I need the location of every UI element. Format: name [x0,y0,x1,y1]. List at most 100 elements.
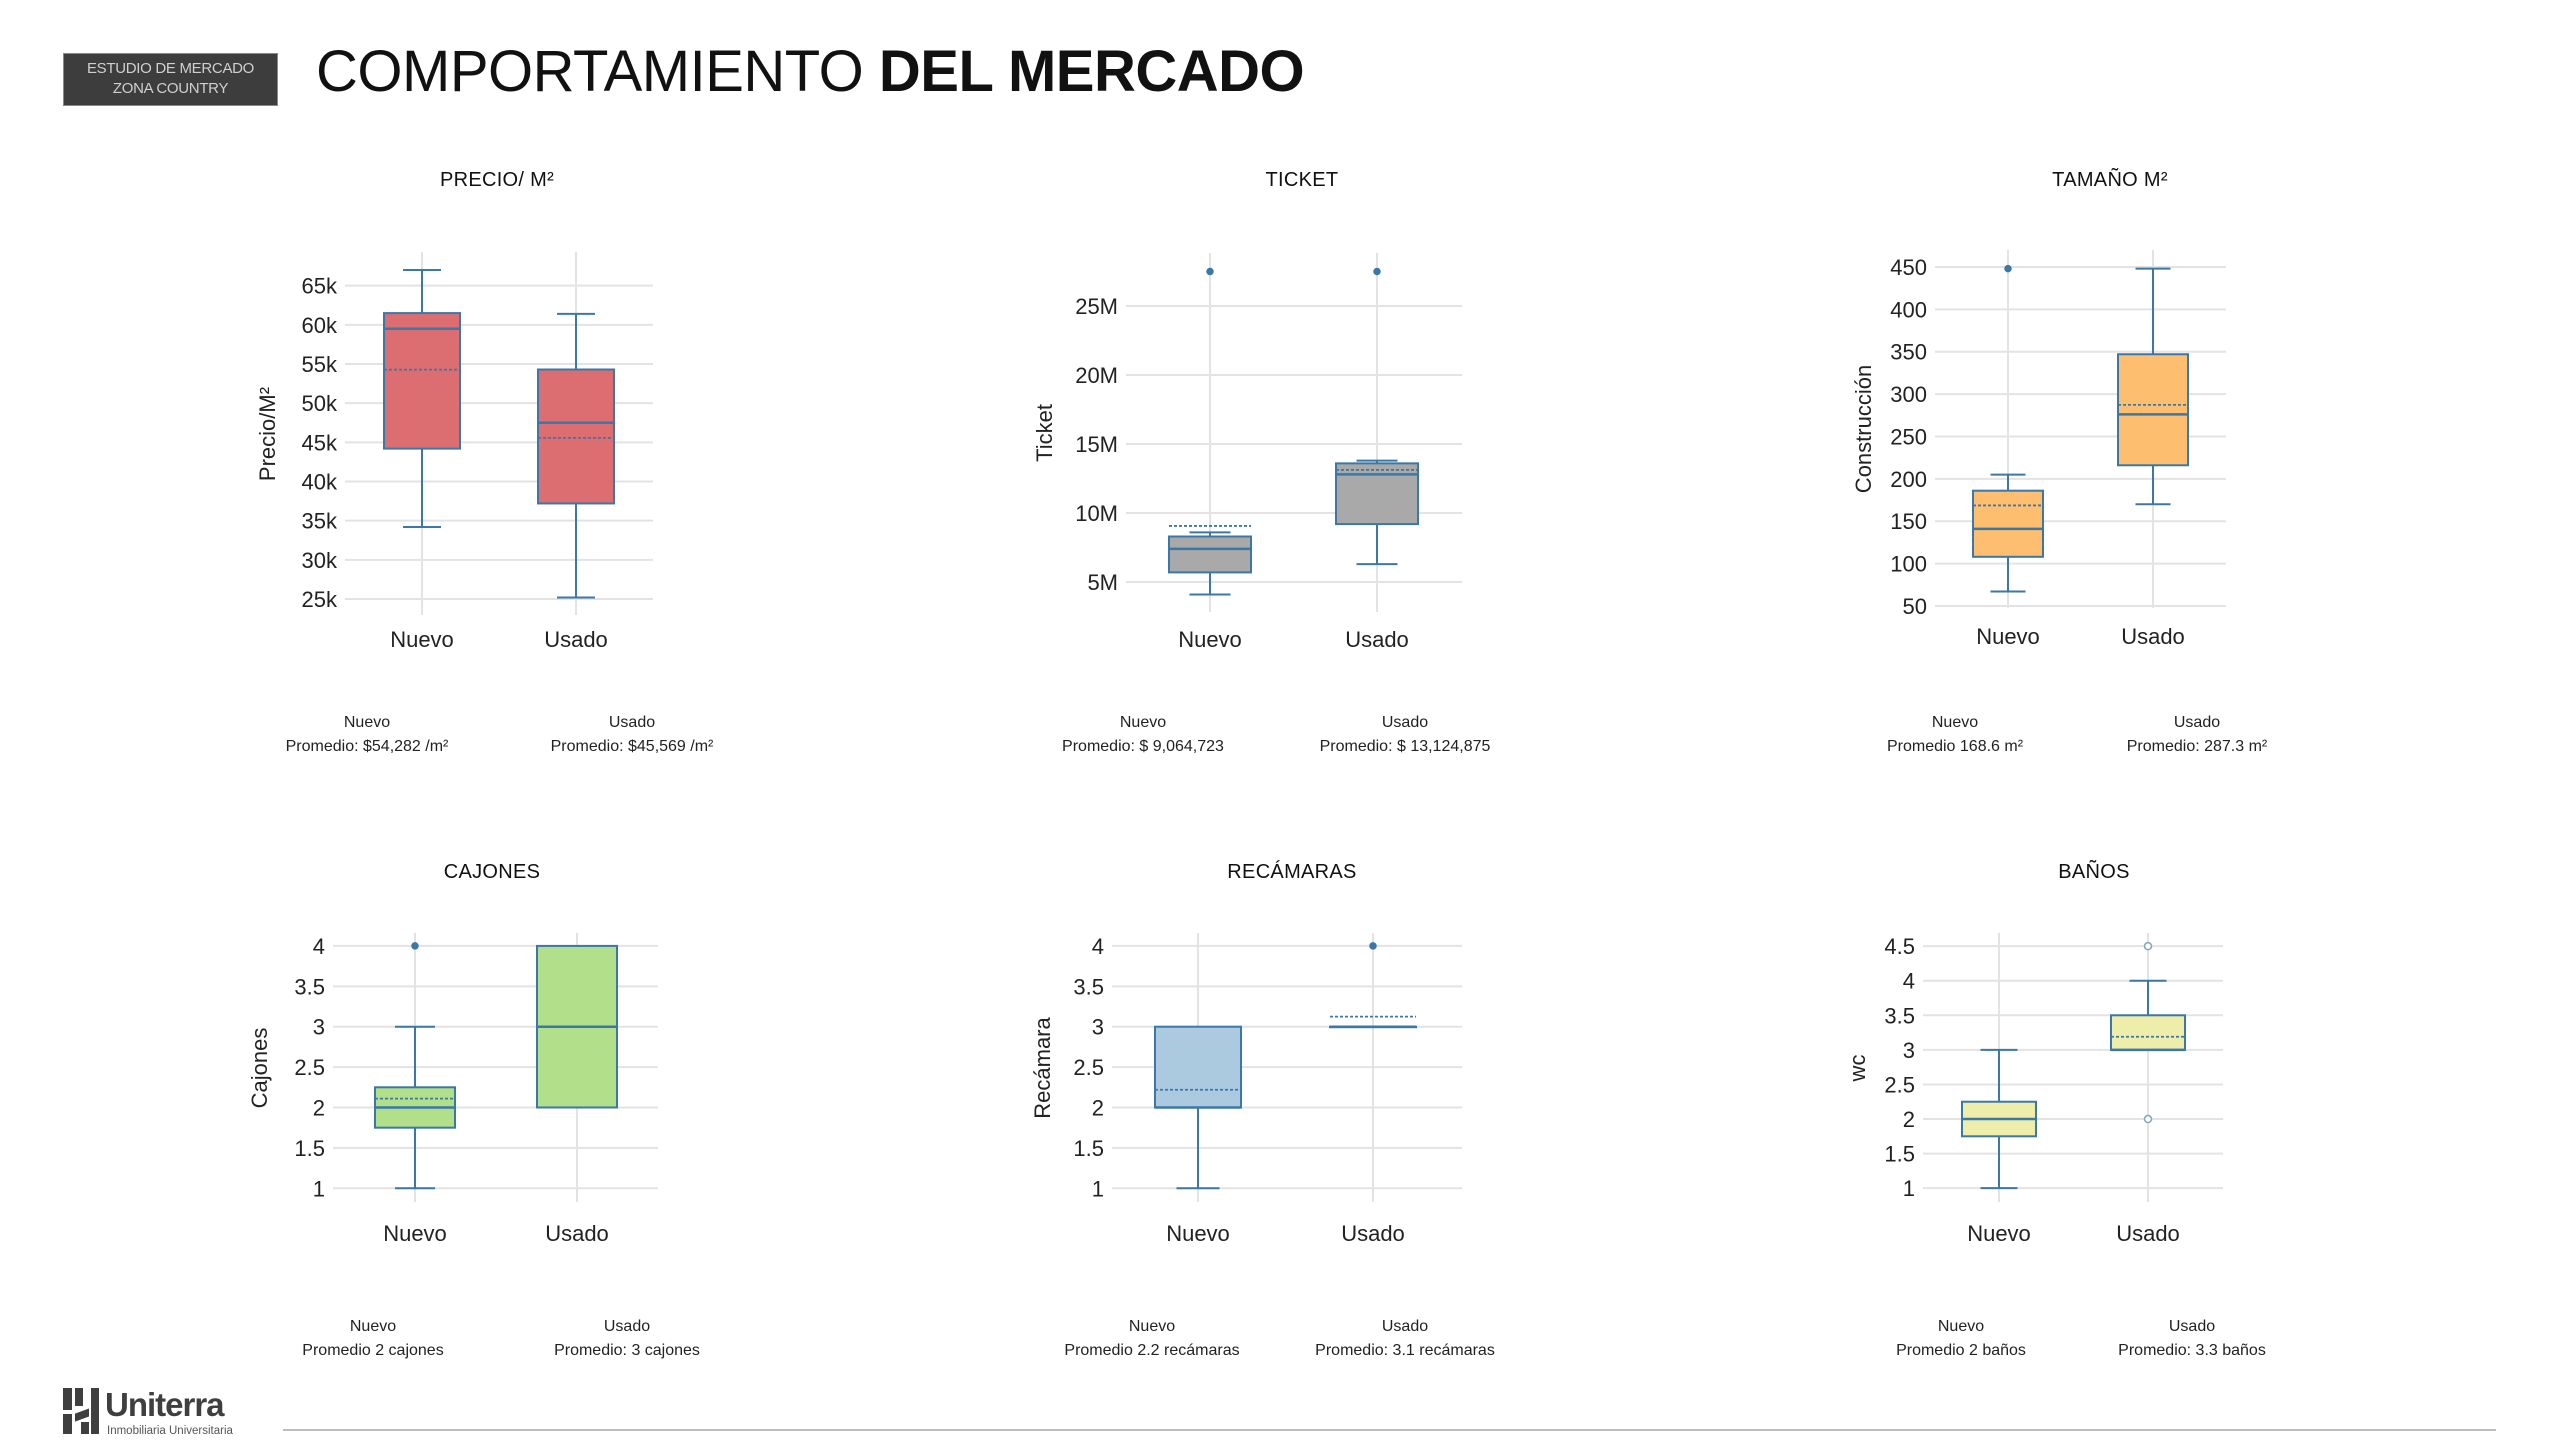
y-tick-label: 65k [302,274,338,299]
footer-label-usado: Usado [608,714,656,731]
box-nuevo [1154,1025,1242,1190]
y-tick-label: 100 [1890,552,1927,577]
y-tick-label: 55k [302,352,338,377]
badge-line-2: ZONA COUNTRY [112,80,229,97]
y-tick-label: 300 [1890,382,1927,407]
footer-label-nuevo: Nuevo [1128,1318,1176,1335]
y-tick-label: 2 [1903,1107,1915,1132]
box-usado [1329,942,1417,1029]
x-tick-label: Nuevo [1166,1221,1230,1246]
box-usado [537,312,615,599]
x-tick-label: Nuevo [1967,1221,2031,1246]
y-tick-label: 250 [1890,424,1927,449]
footer-average-usado: Promedio: 3 cajones [554,1342,700,1359]
boxplot-4: 1 1.5 2 2.5 3 3.5 4 [1073,933,1462,1202]
footer-average-nuevo: Promedio 2 baños [1896,1342,2026,1359]
footer-average-nuevo: Promedio 2 cajones [302,1342,444,1359]
y-tick-label: 5M [1087,570,1118,595]
section-badge: ESTUDIO DE MERCADO ZONA COUNTRY [63,53,278,106]
x-tick-label: Nuevo [383,1221,447,1246]
y-tick-label: 3.5 [1884,1003,1915,1028]
iqr-box [1168,535,1252,574]
y-tick-label: 350 [1890,340,1927,365]
footer-average-nuevo: Promedio: $54,282 /m² [285,738,449,755]
x-tick-label: Usado [2121,624,2185,649]
outlier-point [2143,941,2153,951]
y-tick-label: 1.5 [294,1136,325,1161]
footer-label-usado: Usado [603,1318,651,1335]
y-tick-label: 60k [302,313,338,338]
y-tick-label: 2.5 [1073,1055,1104,1080]
y-tick-label: 10M [1075,501,1118,526]
chart-title: TAMAÑO M² [2052,169,2168,191]
box-nuevo [1168,267,1252,596]
box-usado [536,944,618,1109]
x-tick-label: Nuevo [390,627,454,652]
y-tick-label: 50k [302,391,338,416]
x-tick-label: Usado [1345,627,1409,652]
box-usado [2110,941,2186,1124]
iqr-box [1972,489,2044,558]
y-tick-label: 4 [1092,934,1104,959]
boxplot-5: 1 1.5 2 2.5 3 3.5 4 4.5 [1884,933,2223,1202]
chart-title: CAJONES [443,861,541,883]
y-tick-label: 4.5 [1884,934,1915,959]
footer-average-usado: Promedio: 3.3 baños [2118,1342,2266,1359]
chart-title: RECÁMARAS [1227,861,1357,883]
x-tick-label: Usado [545,1221,609,1246]
y-tick-label: 4 [313,934,325,959]
footer-label-nuevo: Nuevo [349,1318,397,1335]
footer-average-usado: Promedio: $45,569 /m² [550,738,714,755]
footer-label-usado: Usado [1381,1318,1429,1335]
y-tick-label: 3 [1903,1038,1915,1063]
footer-label-usado: Usado [1381,714,1429,731]
iqr-box [1335,462,1419,526]
footer-label-usado: Usado [2168,1318,2216,1335]
y-tick-label: 4 [1903,969,1915,994]
y-tick-label: 2 [313,1095,325,1120]
y-tick-label: 3 [1092,1015,1104,1040]
outlier-point [1206,267,1214,276]
y-tick-label: 15M [1075,432,1118,457]
iqr-box [383,312,461,450]
footer-label-nuevo: Nuevo [1937,1318,1985,1335]
y-tick-label: 1 [1903,1176,1915,1201]
footer-average-usado: Promedio: 287.3 m² [2126,738,2268,755]
boxplot-2: 50 100 150 200 250 300 350 400 450 [1890,250,2226,619]
y-tick-label: 45k [302,430,338,455]
box-nuevo [1972,264,2044,593]
y-tick-label: 35k [302,509,338,534]
page-title-regular: COMPORTAMIENTO [316,39,864,104]
y-tick-label: 400 [1890,297,1927,322]
svg-text:Uniterra: Uniterra [105,1386,225,1423]
y-tick-label: 2.5 [1884,1072,1915,1097]
y-tick-label: 3.5 [1073,974,1104,999]
box-nuevo [374,942,456,1190]
x-tick-label: Nuevo [1178,627,1242,652]
y-tick-label: 20M [1075,363,1118,388]
footer-average-nuevo: Promedio 168.6 m² [1886,738,2024,755]
x-tick-label: Usado [544,627,608,652]
boxplot-1: 5M 10M 15M 20M 25M [1075,253,1462,612]
y-tick-label: 2.5 [294,1055,325,1080]
badge-line-1: ESTUDIO DE MERCADO [86,60,255,77]
y-tick-label: 1.5 [1073,1136,1104,1161]
iqr-box [2110,1014,2186,1051]
y-tick-label: 25k [302,587,338,612]
y-tick-label: 200 [1890,467,1927,492]
outlier-point [1369,942,1377,950]
svg-text:Inmobiliaria Universitaria: Inmobiliaria Universitaria [107,1425,234,1437]
box-usado [1335,267,1419,566]
outlier-point [2143,1114,2153,1124]
chart-title: BAÑOS [2058,861,2130,883]
footer-average-nuevo: Promedio: $ 9,064,723 [1062,738,1224,755]
x-tick-label: Usado [1341,1221,1405,1246]
chart-title: TICKET [1265,169,1339,191]
footer-average-nuevo: Promedio 2.2 recámaras [1064,1342,1240,1359]
page-title: COMPORTAMIENTO DEL MERCADO [316,38,1305,105]
footer-label-usado: Usado [2173,714,2221,731]
y-tick-label: 1 [1092,1176,1104,1201]
box-usado [2117,267,2189,506]
footer-divider [283,1429,2496,1431]
